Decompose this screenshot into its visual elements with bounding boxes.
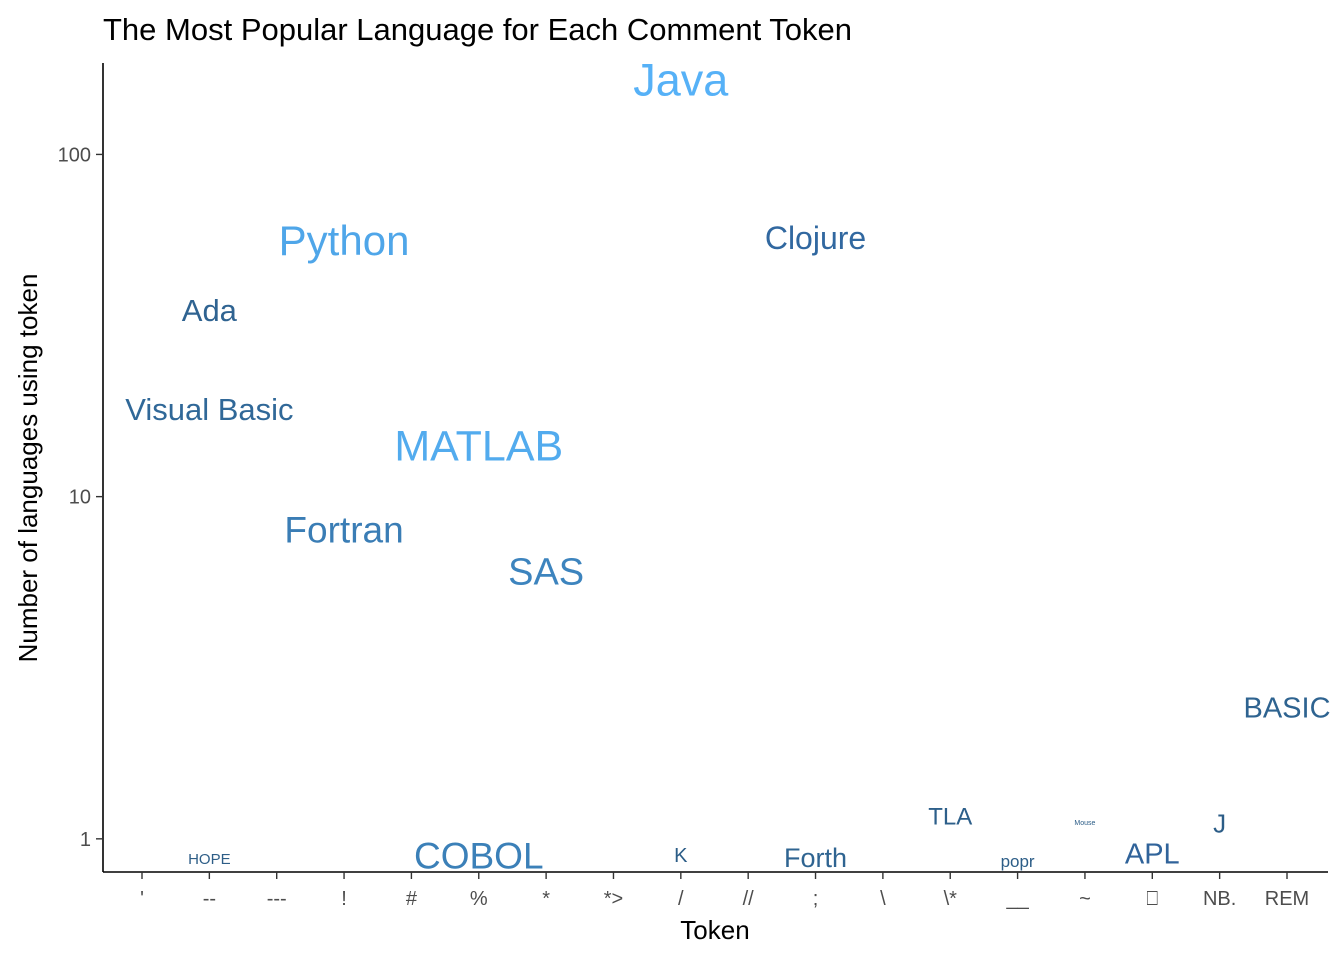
language-label: K — [674, 845, 688, 867]
x-axis-title: Token — [680, 915, 749, 945]
language-label: Visual Basic — [125, 392, 293, 427]
language-label: APL — [1125, 838, 1180, 870]
x-tick-label: / — [678, 888, 684, 910]
language-labels: HOPE Ada Visual Basic Python Fortran MATLAB CO… — [125, 55, 1330, 877]
y-tick-label: 10 — [69, 487, 91, 509]
language-label: Python — [279, 217, 410, 264]
x-tick-label: __ — [1005, 888, 1029, 910]
x-tick-label: ⎕ — [1146, 888, 1158, 910]
x-tick-label: # — [406, 888, 418, 910]
x-tick-label: \* — [944, 888, 958, 910]
y-axis-ticks: 1 10 100 — [58, 144, 103, 851]
y-axis-title: Number of languages using token — [13, 274, 43, 663]
language-label: MATLAB — [394, 423, 563, 471]
language-label: Fortran — [284, 509, 403, 550]
language-label: Forth — [784, 843, 847, 873]
language-label: SAS — [508, 552, 584, 594]
language-label: Ada — [182, 293, 238, 328]
x-tick-label: // — [743, 888, 755, 910]
x-tick-label: % — [470, 888, 488, 910]
language-label: popr — [1001, 852, 1035, 871]
x-tick-label: -- — [203, 888, 216, 910]
language-label: Java — [633, 55, 729, 106]
x-tick-label: *> — [604, 888, 623, 910]
x-tick-label: ; — [813, 888, 819, 910]
language-label: TLA — [928, 803, 972, 830]
x-axis-ticks: ' -- ---! #% * *> ///; \ \* __ ~ ⎕ NB. REM — [140, 872, 1309, 910]
x-tick-label: * — [542, 888, 550, 910]
language-label: J — [1213, 808, 1226, 838]
y-tick-label: 100 — [58, 144, 91, 166]
language-label: BASIC — [1243, 693, 1330, 725]
y-tick-label: 1 — [80, 829, 91, 851]
x-tick-label: --- — [267, 888, 287, 910]
language-label: HOPE — [188, 851, 231, 868]
x-tick-label: REM — [1265, 888, 1309, 910]
chart-title: The Most Popular Language for Each Comme… — [103, 12, 852, 47]
language-label: Mouse — [1074, 820, 1095, 827]
x-tick-label: ' — [140, 888, 144, 910]
x-tick-label: \ — [880, 888, 886, 910]
x-tick-label: NB. — [1203, 888, 1236, 910]
language-label: COBOL — [414, 836, 544, 877]
language-label: Clojure — [765, 220, 866, 256]
x-tick-label: ! — [341, 888, 347, 910]
x-tick-label: ~ — [1079, 888, 1091, 910]
